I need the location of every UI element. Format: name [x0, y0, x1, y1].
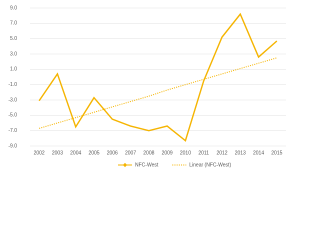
- x-tick-label: 2013: [235, 150, 246, 156]
- x-tick-label: 2014: [253, 150, 264, 156]
- x-tick-label: 2010: [180, 150, 191, 156]
- x-tick-label: 2009: [162, 150, 173, 156]
- x-tick-label: 2011: [198, 150, 209, 156]
- y-tick-label: 1.0: [10, 67, 17, 73]
- y-tick-label: 9.0: [10, 5, 17, 11]
- y-tick-label: 5.0: [10, 36, 17, 42]
- trend-line: [39, 57, 277, 129]
- legend-label: NFC-West: [135, 162, 159, 168]
- chart: 9.0 7.0 5.0 3.0 1.0 -1.0 -3.0 -5.0 -7.0 -9.0 2002 2…: [8, 5, 286, 168]
- x-tick-label: 2012: [216, 150, 227, 156]
- y-tick-label: 3.0: [10, 51, 17, 57]
- legend-marker: [122, 162, 128, 168]
- y-tick-label: -3.0: [8, 97, 17, 103]
- x-tick-label: 2008: [143, 150, 154, 156]
- x-tick-label: 2006: [107, 150, 118, 156]
- x-tick-label: 2004: [70, 150, 81, 156]
- y-tick-label: -7.0: [8, 128, 17, 134]
- y-tick-label: 7.0: [10, 21, 17, 27]
- legend-label: Linear (NFC-West): [189, 162, 231, 168]
- x-tick-label: 2003: [52, 150, 63, 156]
- data-line: [38, 12, 278, 142]
- x-tick-label: 2015: [271, 150, 282, 156]
- x-tick-label: 2005: [88, 150, 99, 156]
- x-tick-label: 2007: [125, 150, 136, 156]
- x-tick-label: 2002: [34, 150, 45, 156]
- y-tick-label: -9.0: [8, 143, 17, 149]
- y-tick-label: -5.0: [8, 113, 17, 119]
- y-tick-label: -1.0: [8, 82, 17, 88]
